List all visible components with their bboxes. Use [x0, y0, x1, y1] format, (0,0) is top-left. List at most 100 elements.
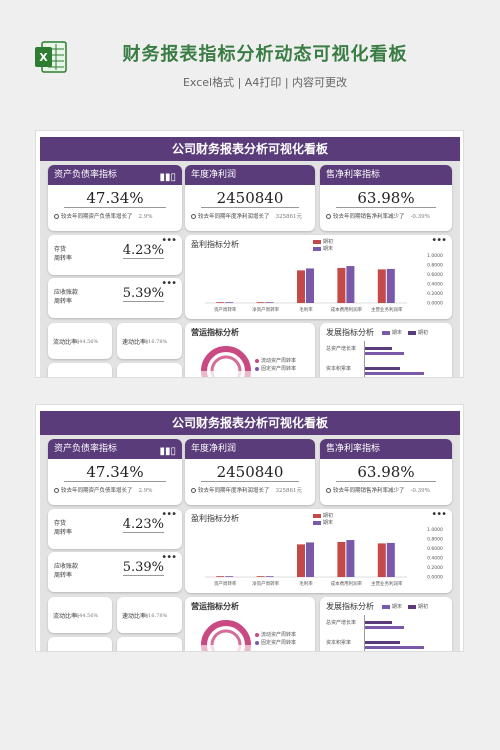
legend-item: 期末: [313, 519, 333, 526]
bar-end[interactable]: [225, 576, 234, 577]
receivables-turnover-card[interactable]: 应收账款 周转率 5.39% •••: [48, 552, 182, 592]
inventory-turnover-card[interactable]: 存货 周转率 4.23% •••: [48, 235, 182, 275]
more-icon[interactable]: •••: [161, 509, 177, 520]
more-icon[interactable]: •••: [161, 278, 177, 289]
kpi-card-debt-ratio[interactable]: 资产负债率指标 ▮▮▯ 47.34% 较去年同期资产负债率增长了 2.9%: [48, 165, 182, 231]
bar-start[interactable]: [377, 543, 386, 577]
kpi-card-sales-margin[interactable]: 售净利率指标 63.98% 较去年同期销售净利率减少了 -0.39%: [320, 439, 452, 505]
axis-line: [364, 341, 365, 377]
dev-bar: [364, 626, 404, 629]
profit-chart-panel[interactable]: 盈利指标分析 ••• 期初 期末 资产周转率 净资产周转率 毛利率 成本费用利润率 主营…: [185, 235, 452, 319]
bar-end[interactable]: [306, 542, 314, 577]
bar-start[interactable]: [297, 544, 305, 577]
bar-start[interactable]: [377, 269, 386, 303]
legend-item: 固定资产周转率: [255, 639, 296, 646]
operations-panel[interactable]: 营运指标分析 流动资产周转率 固定资产周转率: [185, 323, 315, 377]
kpi-card-net-profit[interactable]: 年度净利润 2450840 较去年同期年度净利润增长了 325861元: [185, 439, 315, 505]
legend-item: 期初: [408, 603, 428, 610]
dashboard-title: 公司财务报表分析可视化看板: [40, 137, 460, 161]
dashboard-preview-1: 公司财务报表分析可视化看板 资产负债率指标 ▮▮▯ 47.34% 较去年同期资产负…: [35, 130, 464, 378]
operations-panel[interactable]: 营运指标分析 流动资产周转率 固定资产周转率: [185, 597, 315, 651]
kpi-value: 63.98%: [336, 189, 436, 208]
current-ratio-card[interactable]: 流动比率: 644.56%: [48, 323, 112, 359]
bar-start[interactable]: [256, 302, 265, 303]
more-icon[interactable]: •••: [431, 235, 447, 246]
kpi-card-net-profit[interactable]: 年度净利润 2450840 较去年同期年度净利润增长了 325861元: [185, 165, 315, 231]
dev-bar: [364, 372, 424, 375]
legend-item: 流动资产周转率: [255, 631, 296, 638]
ratio-value: 416.78%: [145, 339, 168, 345]
bar-end[interactable]: [225, 302, 234, 303]
quick-ratio-card[interactable]: 速动比率: 416.78%: [117, 323, 182, 359]
dev-row-label: 总资产增长率: [326, 346, 357, 352]
kpi-card-sales-margin[interactable]: 售净利率指标 63.98% 较去年同期销售净利率减少了 -0.39%: [320, 165, 452, 231]
bar-end[interactable]: [265, 302, 274, 303]
more-icon[interactable]: •••: [431, 509, 447, 520]
quick-ratio-card[interactable]: 速动比率: 416.78%: [117, 597, 182, 633]
panel-title: 营运指标分析: [191, 602, 239, 611]
page-title: 财务报表指标分析动态可视化看板: [122, 44, 408, 65]
x-tick-label: 资产周转率: [214, 306, 237, 313]
x-tick-label: 净资产周转率: [252, 306, 279, 313]
y-tick-label: 0.2000: [427, 291, 443, 297]
profit-chart-panel[interactable]: 盈利指标分析 ••• 期初 期末 资产周转率 净资产周转率 毛利率 成本费用利润率 主营…: [185, 509, 452, 593]
x-tick-label: 净资产周转率: [252, 580, 279, 587]
donut-chart: [201, 620, 251, 651]
y-tick-label: 0.0000: [427, 301, 443, 307]
dev-bar: [364, 352, 404, 355]
kpi-label: 资产负债率指标: [54, 444, 118, 454]
dev-bar: [364, 641, 400, 644]
circle-icon: [326, 214, 331, 219]
inventory-turnover-card[interactable]: 存货 周转率 4.23% •••: [48, 509, 182, 549]
dev-bar: [364, 367, 400, 370]
bar-start[interactable]: [216, 576, 225, 577]
legend-item: 固定资产周转率: [255, 365, 296, 372]
legend-item: 期末: [382, 329, 402, 336]
development-panel[interactable]: 发展指标分析 期末 期初 总资产增长率 资本积累率: [320, 323, 452, 377]
y-tick-label: 0.4000: [427, 556, 443, 562]
bar-start[interactable]: [297, 270, 305, 303]
kpi-label: 售净利率指标: [326, 444, 381, 454]
y-tick-label: 0.8000: [427, 537, 443, 543]
ratio-card-4[interactable]: [117, 637, 182, 651]
axis-line: [364, 615, 365, 651]
turnover-value: 4.23%: [122, 517, 164, 533]
circle-icon: [54, 214, 59, 219]
development-panel[interactable]: 发展指标分析 期末 期初 总资产增长率 资本积累率: [320, 597, 452, 651]
ratio-label: 流动比率:: [53, 339, 80, 346]
current-ratio-card[interactable]: 流动比率: 644.56%: [48, 597, 112, 633]
panel-title: 营运指标分析: [191, 328, 239, 337]
dashboard-title: 公司财务报表分析可视化看板: [40, 411, 460, 435]
bar-end[interactable]: [386, 542, 395, 577]
svg-text:X: X: [39, 51, 48, 64]
ratio-card-3[interactable]: [48, 637, 112, 651]
bar-end[interactable]: [265, 576, 274, 577]
bar-start[interactable]: [256, 576, 265, 577]
ratio-card-3[interactable]: [48, 363, 112, 377]
bar-end[interactable]: [386, 268, 395, 303]
page-header: 财务报表指标分析动态可视化看板 Excel格式 | A4打印 | 内容可更改: [0, 40, 500, 90]
bar-start[interactable]: [216, 302, 225, 303]
more-icon[interactable]: •••: [161, 235, 177, 246]
bar-end[interactable]: [346, 540, 355, 577]
ratio-label: 速动比率:: [122, 339, 149, 346]
bar-end[interactable]: [306, 268, 314, 303]
bar-end[interactable]: [346, 266, 355, 303]
bar-chart-icon: ▮▮▯: [159, 446, 176, 457]
receivables-turnover-card[interactable]: 应收账款 周转率 5.39% •••: [48, 278, 182, 318]
bar-start[interactable]: [337, 541, 346, 577]
more-icon[interactable]: •••: [161, 552, 177, 563]
turnover-value: 4.23%: [122, 243, 164, 259]
x-tick-label: 资产周转率: [214, 580, 237, 587]
dev-bar: [364, 646, 424, 649]
ratio-value: 416.78%: [145, 613, 168, 619]
ratio-value: 644.56%: [76, 339, 99, 345]
x-tick-label: 成本费用利润率: [331, 306, 363, 313]
bar-start[interactable]: [337, 267, 346, 303]
dev-row-label: 资本积累率: [326, 366, 352, 372]
kpi-label: 资产负债率指标: [54, 170, 118, 180]
ratio-card-4[interactable]: [117, 363, 182, 377]
kpi-card-debt-ratio[interactable]: 资产负债率指标 ▮▮▯ 47.34% 较去年同期资产负债率增长了 2.9%: [48, 439, 182, 505]
x-tick-label: 成本费用利润率: [331, 580, 363, 587]
dev-row-label: 资本积累率: [326, 640, 352, 646]
